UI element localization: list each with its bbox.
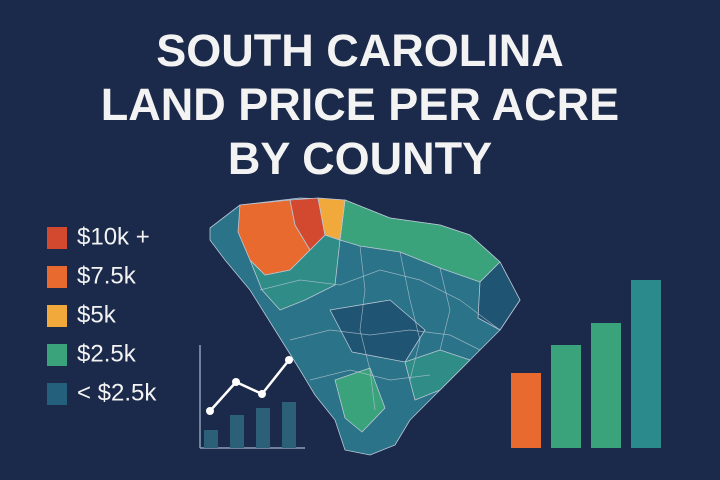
legend-label: < $2.5k — [77, 379, 157, 406]
icon-point — [232, 378, 240, 386]
bar-chart-icon — [511, 280, 661, 448]
county-region — [477, 261, 521, 331]
legend-label: $2.5k — [77, 340, 137, 367]
county-line — [309, 369, 431, 381]
legend-label: $7.5k — [77, 262, 137, 289]
legend-swatch — [47, 305, 67, 327]
icon-point — [285, 356, 293, 364]
title-line: LAND PRICE PER ACRE — [101, 79, 619, 130]
county-region — [317, 197, 346, 241]
icon-point — [258, 390, 266, 398]
legend-label: $10k + — [77, 223, 150, 250]
title-line: BY COUNTY — [228, 133, 492, 184]
icon-bar — [631, 280, 661, 448]
icon-point — [206, 407, 214, 415]
legend: $10k + $7.5k $5k $2.5k < $2.5k — [47, 223, 157, 406]
icon-bar — [282, 402, 296, 448]
legend-swatch — [47, 344, 67, 366]
county-line — [399, 251, 421, 381]
icon-bar — [230, 415, 244, 448]
legend-swatch — [47, 383, 67, 405]
legend-swatch — [47, 227, 67, 249]
county-region — [329, 299, 426, 363]
title-line: SOUTH CAROLINA — [156, 25, 563, 76]
icon-line — [209, 359, 290, 412]
icon-bar — [511, 373, 541, 448]
icon-bar — [591, 323, 621, 448]
county-region — [404, 349, 471, 401]
line-chart-icon — [199, 345, 305, 449]
legend-label: $5k — [77, 301, 117, 328]
county-line — [289, 329, 481, 351]
legend-swatch — [47, 266, 67, 288]
icon-bar — [204, 430, 218, 448]
state-map — [209, 197, 521, 456]
county-line — [359, 245, 376, 411]
county-line — [439, 267, 451, 351]
icon-bar — [256, 408, 270, 448]
icon-bar — [551, 345, 581, 448]
county-region — [289, 197, 326, 251]
county-region — [334, 367, 386, 433]
county-line — [259, 269, 501, 331]
